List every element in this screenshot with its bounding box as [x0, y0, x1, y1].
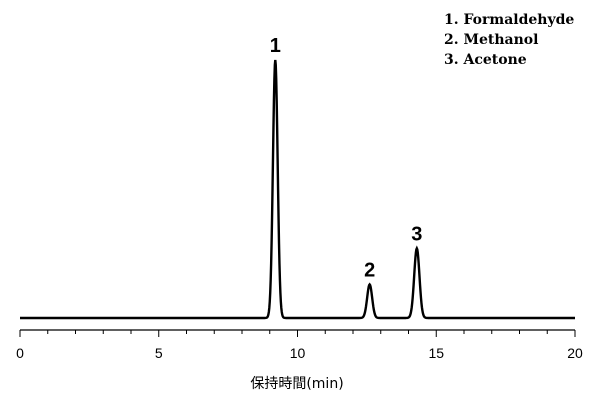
x-tick-label: 0	[16, 345, 24, 361]
x-tick-label: 5	[155, 345, 163, 361]
peak-label-2: 2	[364, 259, 375, 281]
x-axis-label: 保持時間(min)	[250, 376, 343, 392]
x-tick-labels: 0 5 10 15 20	[16, 345, 583, 361]
chromatogram-trace	[20, 59, 575, 320]
peak-label-1: 1	[270, 35, 281, 57]
x-tick-label: 20	[567, 345, 583, 361]
peak-labels: 1 2 3	[270, 35, 423, 281]
legend-item-acetone: 3. Acetone	[444, 52, 527, 68]
x-tick-label: 15	[428, 345, 444, 361]
legend-item-methanol: 2. Methanol	[444, 32, 539, 48]
legend: 1. Formaldehyde 2. Methanol 3. Acetone	[444, 10, 574, 70]
peak-label-3: 3	[411, 223, 422, 245]
x-ticks	[19, 330, 576, 337]
legend-item-formaldehyde: 1. Formaldehyde	[444, 12, 575, 28]
x-tick-label: 10	[290, 345, 306, 361]
